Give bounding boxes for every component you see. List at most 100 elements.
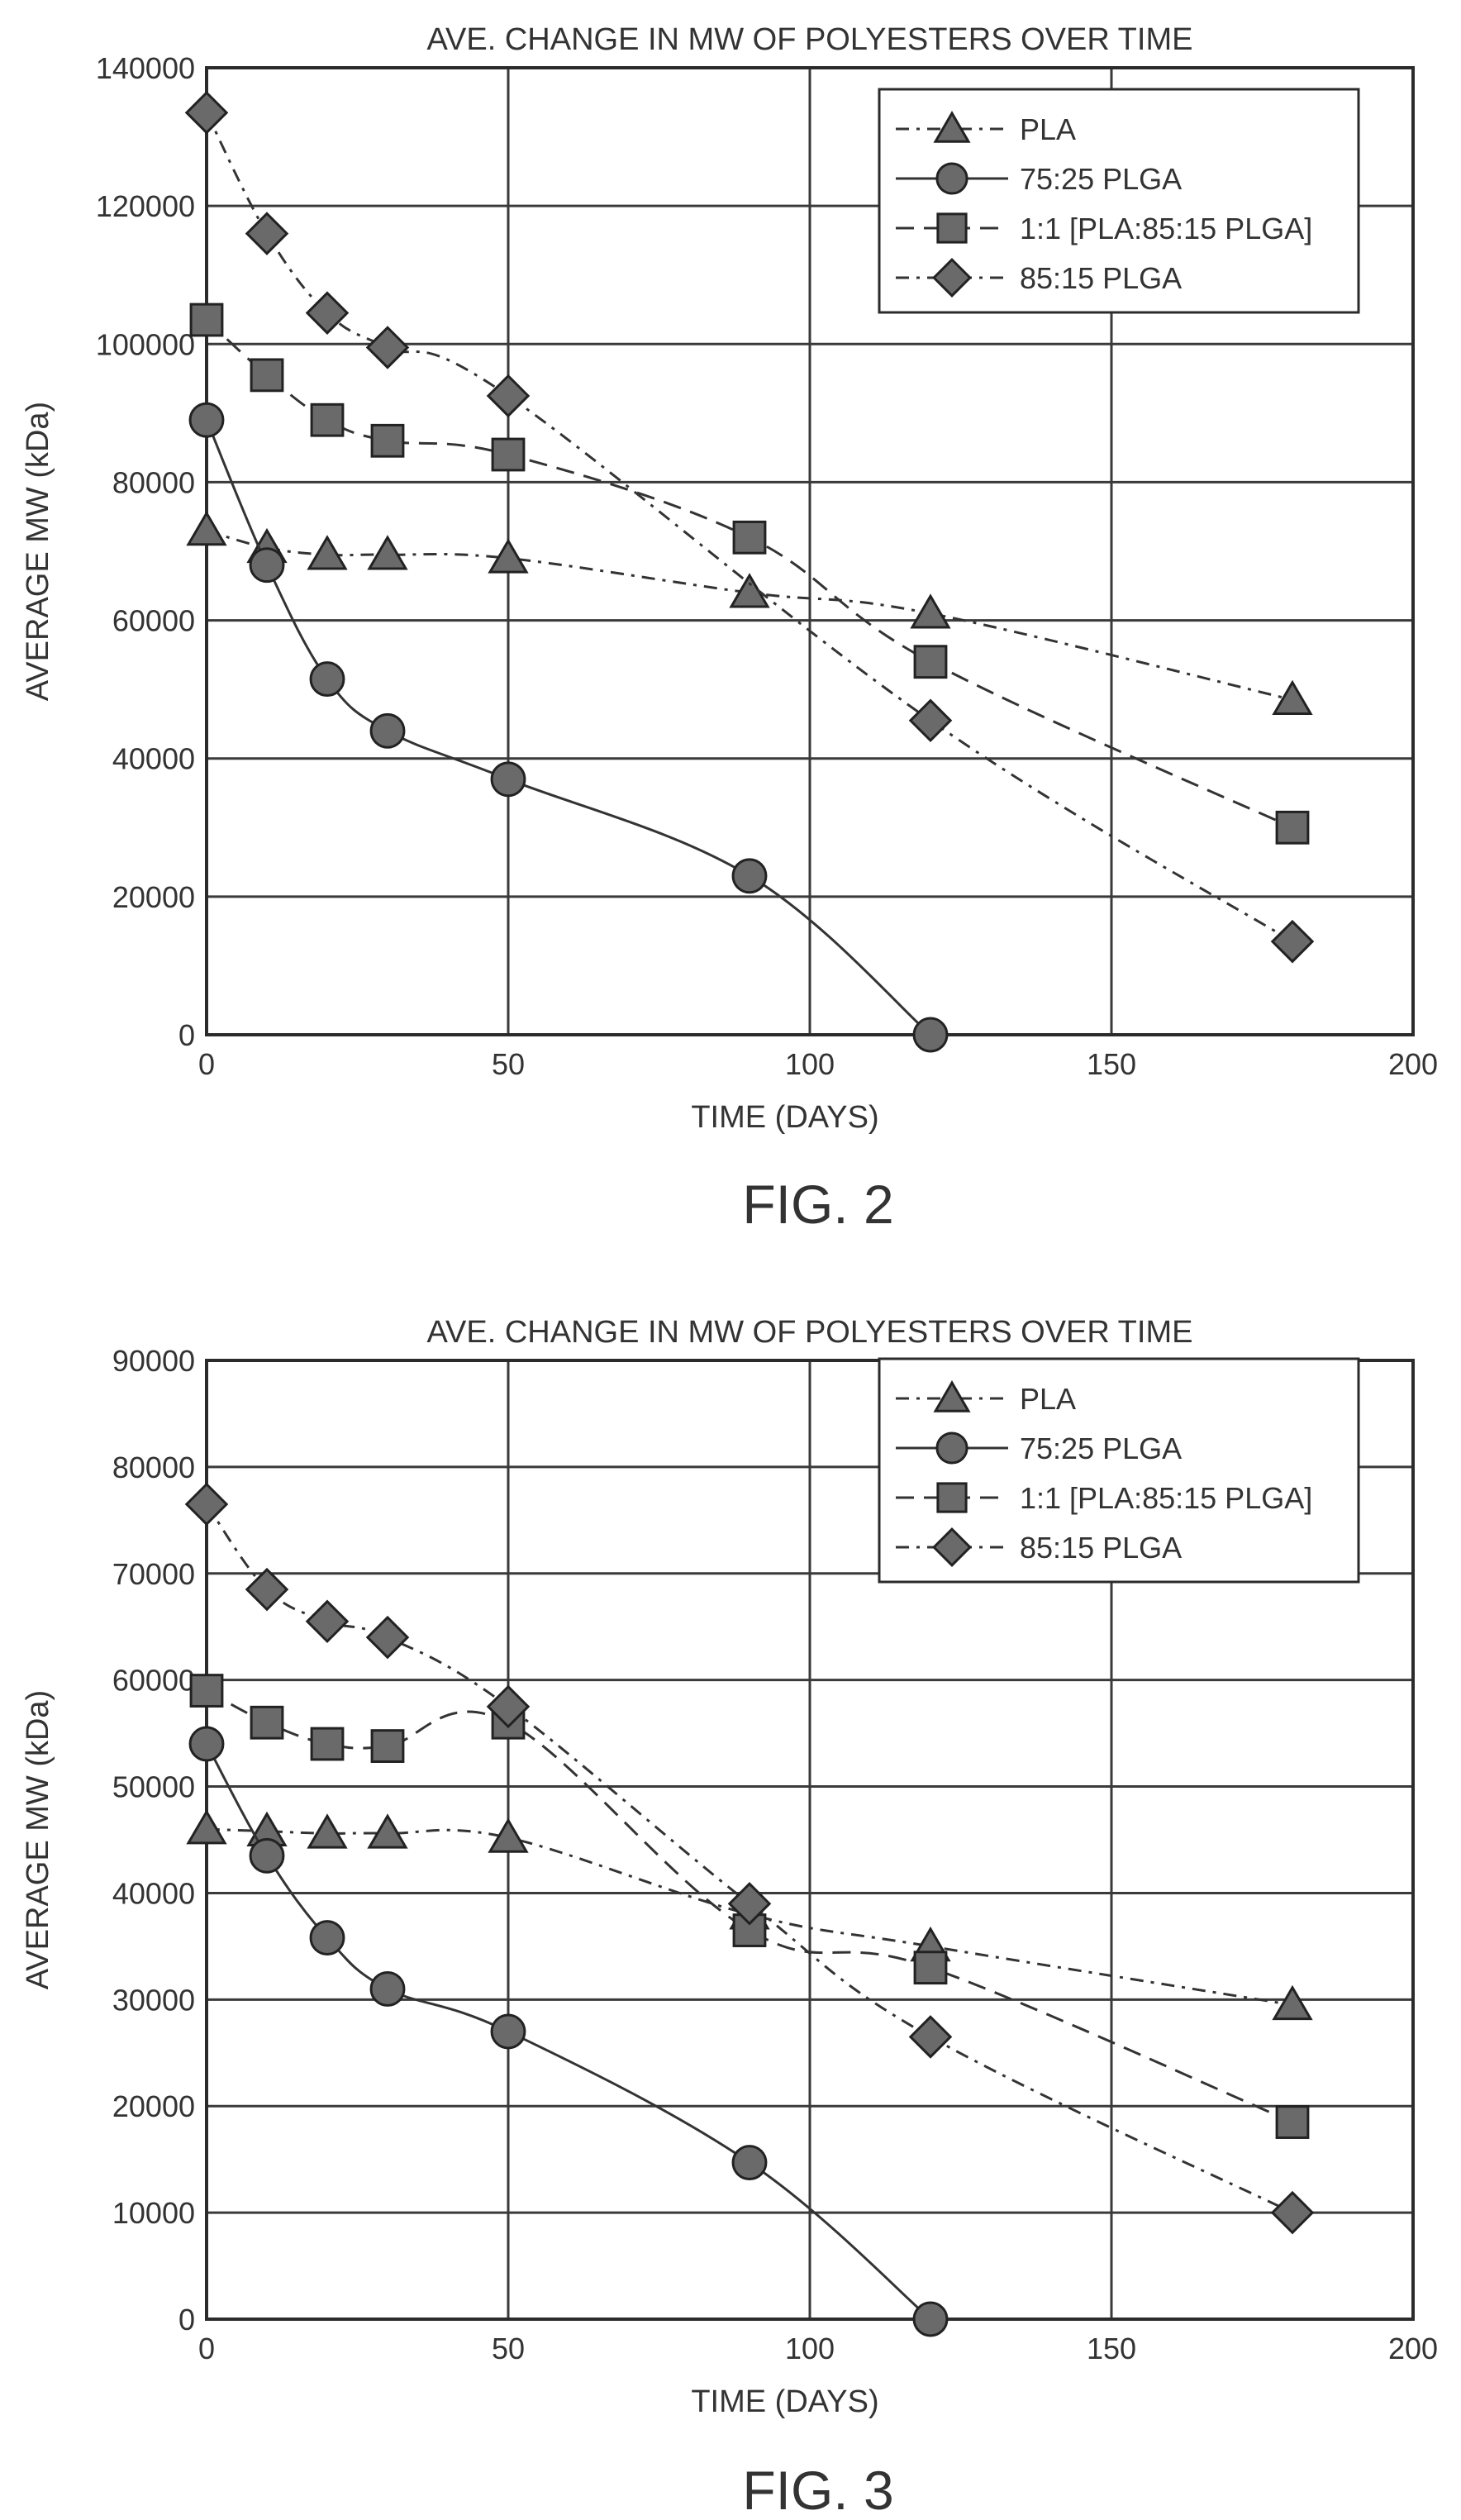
fig2-legend-marker-triangle xyxy=(933,111,971,143)
fig2-data-point-triangle xyxy=(186,510,227,546)
fig2-data-point-square xyxy=(913,645,948,679)
fig3-xtick-label: 50 xyxy=(492,2332,525,2365)
fig2-data-point-diamond xyxy=(1270,919,1315,964)
fig2-data-point-diamond xyxy=(365,326,410,369)
fig3-ytick-label: 90000 xyxy=(112,1344,195,1378)
fig3-data-point-triangle xyxy=(488,1817,529,1853)
fig3-legend-label: PLA xyxy=(1020,1382,1076,1416)
fig2-series-line-1-1-pla-85-15-plga xyxy=(205,318,1293,829)
fig2-ytick-label: 60000 xyxy=(112,604,195,638)
fig3-data-point-triangle xyxy=(1272,1984,1313,2021)
fig2-ytick-label: 100000 xyxy=(96,327,195,361)
fig2-ytick-label: 20000 xyxy=(112,880,195,914)
fig2-y-axis-label: AVERAGE MW (kDa) xyxy=(21,402,55,701)
fig3-ytick-label: 10000 xyxy=(112,2196,195,2230)
fig2-caption: FIG. 2 xyxy=(742,1174,893,1235)
fig3-data-point-triangle xyxy=(307,1813,348,1849)
fig2-legend-label: 75:25 PLGA xyxy=(1020,162,1182,196)
fig2-chart-svg: AVE. CHANGE IN MW OF POLYESTERS OVER TIM… xyxy=(21,22,1438,1235)
fig2-data-point-triangle xyxy=(488,538,529,574)
fig3-data-point-diamond xyxy=(486,1684,531,1729)
fig3-legend-label: 1:1 [PLA:85:15 PLGA] xyxy=(1020,1481,1312,1515)
fig3-data-point-square xyxy=(370,1729,405,1763)
fig3-title: AVE. CHANGE IN MW OF POLYESTERS OVER TIM… xyxy=(427,1315,1193,1350)
fig2-data-point-diamond xyxy=(486,374,531,418)
fig3-chart-svg: AVE. CHANGE IN MW OF POLYESTERS OVER TIM… xyxy=(21,1315,1438,2520)
fig3-series-line-85-15-plga xyxy=(205,1503,1293,2214)
fig2-series-line-85-15-plga xyxy=(205,112,1293,943)
fig3-series-line-1-1-pla-85-15-plga xyxy=(206,1689,1293,2123)
fig2-data-point-diamond xyxy=(184,91,229,135)
fig3-data-point-diamond xyxy=(184,1482,229,1527)
fig3-legend: PLA 75:25 PLGA 1:1 [PLA:85:15 PLGA] 85:15 P… xyxy=(878,1357,1360,1584)
fig3-ytick-label: 30000 xyxy=(112,1983,195,2017)
fig3-legend-label: 75:25 PLGA xyxy=(1020,1431,1182,1465)
fig3-legend-marker-diamond xyxy=(932,1527,972,1567)
fig2-ytick-label: 120000 xyxy=(96,189,195,223)
fig3-data-point-circle xyxy=(369,1970,406,2007)
fig2-series-75-25-plga xyxy=(188,402,949,1053)
fig2-data-point-square xyxy=(491,437,526,472)
fig2-data-point-circle xyxy=(912,1017,949,1053)
fig3-ytick-label: 40000 xyxy=(112,1876,195,1910)
fig3-data-point-circle xyxy=(490,2013,526,2050)
fig3-xtick-label: 100 xyxy=(785,2332,835,2365)
fig2-data-point-square xyxy=(1275,810,1310,845)
fig3-data-point-triangle xyxy=(186,1809,227,1845)
fig2-x-axis-label: TIME (DAYS) xyxy=(691,1100,878,1135)
fig3-data-point-diamond xyxy=(365,1615,410,1660)
figure-2: AVE. CHANGE IN MW OF POLYESTERS OVER TIM… xyxy=(21,22,1438,1235)
fig3-data-point-square xyxy=(310,1727,345,1761)
fig3-caption: FIG. 3 xyxy=(742,2460,893,2520)
fig3-data-point-square xyxy=(913,1951,948,1985)
fig2-series-line-75-25-plga xyxy=(205,419,931,1036)
fig2-data-point-diamond xyxy=(245,212,289,255)
fig3-data-point-circle xyxy=(912,2301,949,2337)
fig2-data-point-diamond xyxy=(305,291,350,335)
fig2-data-point-circle xyxy=(731,858,768,894)
fig3-data-point-circle xyxy=(731,2145,768,2180)
fig2-title: AVE. CHANGE IN MW OF POLYESTERS OVER TIM… xyxy=(427,22,1193,57)
fig3-ytick-label: 0 xyxy=(178,2303,195,2337)
fig3-data-point-diamond xyxy=(908,2015,953,2059)
fig2-xtick-label: 50 xyxy=(492,1047,525,1081)
fig3-y-axis-label: AVERAGE MW (kDa) xyxy=(21,1690,55,1989)
fig3-legend-marker-circle xyxy=(935,1431,968,1465)
fig3-xtick-label: 200 xyxy=(1388,2332,1438,2365)
fig2-data-point-triangle xyxy=(910,593,951,629)
fig3-legend-marker-triangle xyxy=(933,1380,971,1412)
fig3-ytick-label: 60000 xyxy=(112,1664,195,1698)
fig3-data-point-diamond xyxy=(1270,2190,1315,2235)
fig3-tick-labels: 0 10000 20000 30000 40000 50000 60000 70000 8000… xyxy=(112,1344,1438,2365)
fig2-series-1-1-pla-85-15-plga xyxy=(189,302,1310,845)
fig2-tick-labels: 0 20000 40000 60000 80000 100000 120000 140000 0… xyxy=(96,51,1438,1081)
fig2-legend: PLA 75:25 PLGA 1:1 [PLA:85:15 PLGA] 85:15 P… xyxy=(878,88,1360,314)
fig3-data-point-circle xyxy=(249,1837,285,1874)
fig3-ytick-label: 80000 xyxy=(112,1451,195,1484)
fig2-chart: AVE. CHANGE IN MW OF POLYESTERS OVER TIM… xyxy=(21,22,1438,1235)
fig2-data-point-circle xyxy=(490,761,526,798)
fig2-data-point-triangle xyxy=(307,535,348,570)
fig2-legend-label: PLA xyxy=(1020,112,1076,146)
fig2-data-point-square xyxy=(250,358,284,393)
fig3-series-line-pla xyxy=(206,1827,1293,2007)
fig2-ytick-label: 40000 xyxy=(112,742,195,776)
fig2-plot-frame xyxy=(205,66,1415,1036)
fig2-series-85-15-plga xyxy=(184,91,1315,964)
fig3-chart: AVE. CHANGE IN MW OF POLYESTERS OVER TIM… xyxy=(21,1315,1438,2520)
fig3-data-point-triangle xyxy=(367,1813,408,1849)
fig2-ytick-label: 140000 xyxy=(96,51,195,85)
fig3-data-point-diamond xyxy=(305,1599,350,1644)
fig3-data-point-circle xyxy=(188,1726,225,1762)
fig2-ytick-label: 0 xyxy=(178,1018,195,1052)
fig2-xtick-label: 0 xyxy=(198,1047,215,1081)
fig2-xtick-label: 100 xyxy=(785,1047,835,1081)
fig2-xtick-label: 150 xyxy=(1087,1047,1136,1081)
fig3-ytick-label: 20000 xyxy=(112,2089,195,2123)
fig2-legend-marker-circle xyxy=(935,162,968,195)
fig2-legend-label: 85:15 PLGA xyxy=(1020,261,1182,295)
fig3-ytick-label: 50000 xyxy=(112,1770,195,1804)
fig2-data-point-triangle xyxy=(367,535,408,570)
fig3-data-point-square xyxy=(189,1674,224,1708)
fig3-data-point-diamond xyxy=(245,1567,289,1612)
